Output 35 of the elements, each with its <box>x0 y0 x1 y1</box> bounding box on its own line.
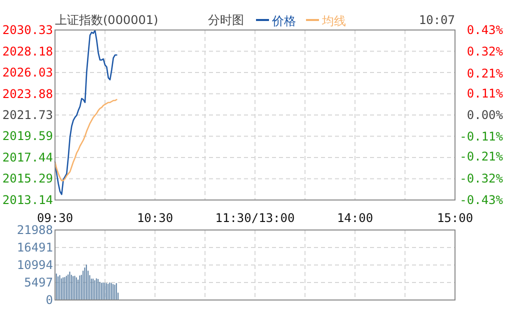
y-tick-label: 2017.44 <box>2 150 53 164</box>
y-tick-label: 2023.88 <box>2 86 53 101</box>
legend-label: 价格 <box>271 14 296 28</box>
line-series <box>54 98 118 182</box>
text: 10:07 <box>418 13 455 27</box>
y2-tick-label: 0.43% <box>466 23 504 37</box>
y-tick-label: 21988 <box>16 223 53 237</box>
x-tick-label: 15:00 <box>436 211 474 225</box>
y-tick-label: 2013.14 <box>2 193 53 207</box>
y-tick-label: 16491 <box>16 240 53 254</box>
x-tick-label: 11:30/13:00 <box>215 211 295 225</box>
y-tick-label: 10994 <box>16 258 53 272</box>
y2-tick-label: -0.43% <box>460 193 504 207</box>
y-tick-label: 2019.59 <box>2 129 53 144</box>
y-tick-label: 2028.18 <box>2 44 53 58</box>
y-tick-label: 2026.03 <box>2 66 53 80</box>
y2-tick-label: 0.11% <box>466 86 504 100</box>
chart-subtitle: 分时图 <box>208 13 244 27</box>
y-tick-label: 2021.73 <box>2 108 53 122</box>
y2-tick-label: -0.32% <box>460 171 504 186</box>
y2-tick-label: 0.32% <box>466 44 504 59</box>
y-tick-label: 2030.33 <box>2 23 53 37</box>
x-tick-label: 09:30 <box>36 211 74 225</box>
y-tick-label: 0 <box>46 293 53 307</box>
chart-title: 上证指数(000001) <box>55 13 158 27</box>
legend-label: 均线 <box>321 14 346 28</box>
y-tick-label: 5497 <box>24 276 53 290</box>
y2-tick-label: 0.00% <box>466 108 504 122</box>
x-tick-label: 14:00 <box>336 211 374 225</box>
y2-tick-label: 0.21% <box>466 66 504 80</box>
y-tick-label: 2015.29 <box>2 172 53 186</box>
line-series <box>54 30 118 196</box>
y2-tick-label: -0.21% <box>460 150 504 164</box>
x-tick-label: 10:30 <box>136 211 174 225</box>
y2-tick-label: -0.11% <box>460 130 504 144</box>
